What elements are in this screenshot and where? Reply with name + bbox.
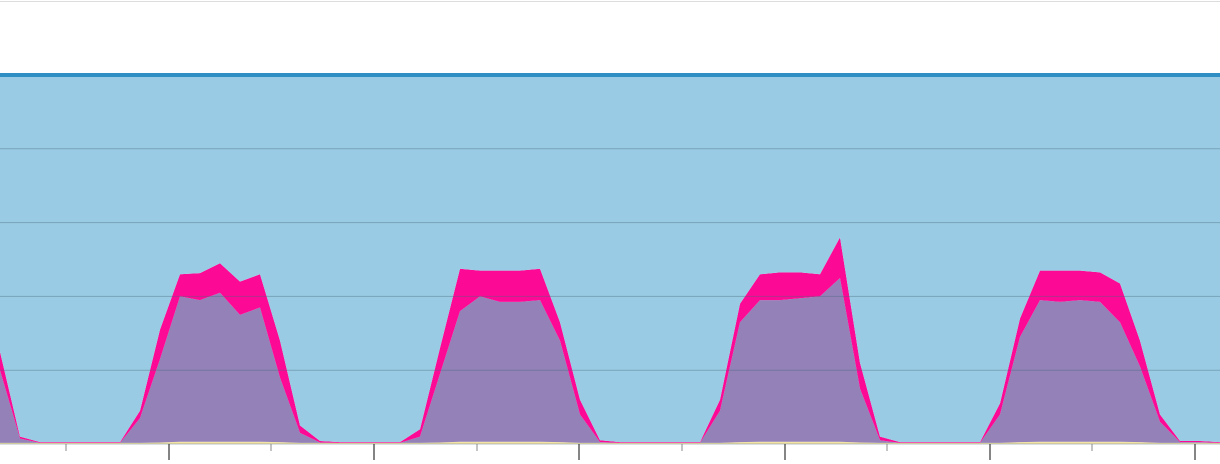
area-series [0,75,1220,443]
areas [0,75,1220,444]
x-axis [65,444,1196,460]
area-series [0,277,1220,443]
